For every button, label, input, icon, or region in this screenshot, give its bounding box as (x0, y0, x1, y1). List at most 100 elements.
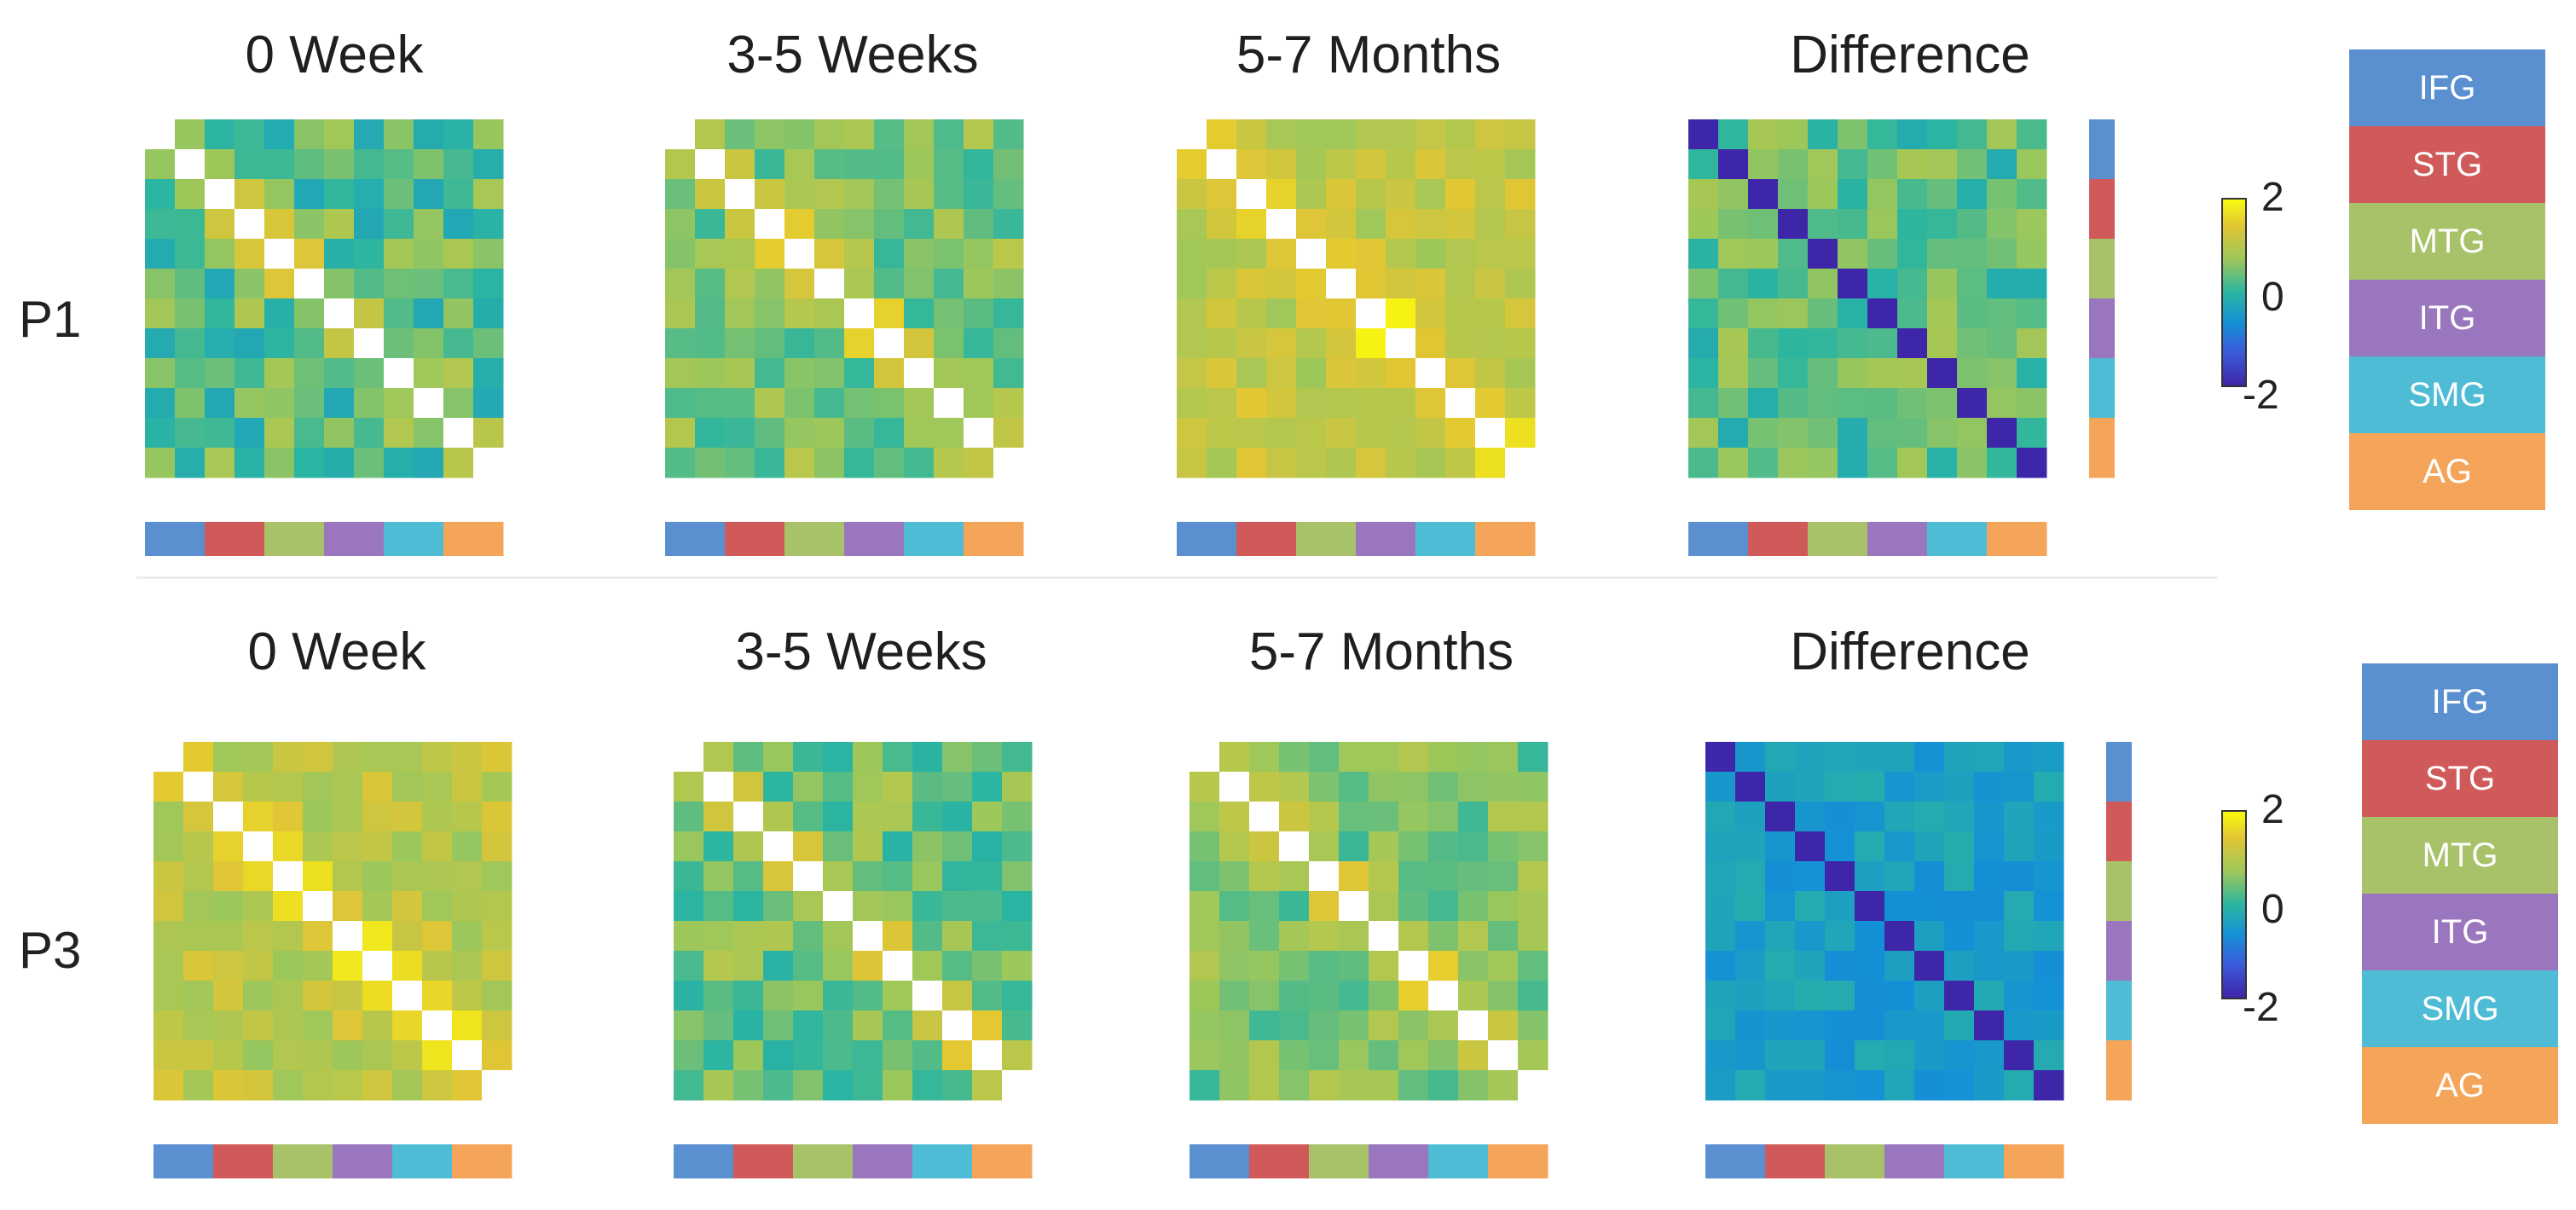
heatmap-cell (482, 861, 512, 892)
heatmap-cell (1974, 981, 2005, 1011)
heatmap-cell (443, 358, 474, 389)
heatmap-cell (1748, 388, 1779, 419)
heatmap-cell (1808, 269, 1838, 299)
heatmap-cell (883, 861, 913, 892)
heatmap-cell (1326, 209, 1357, 240)
region-bar-segment-stg (205, 522, 265, 556)
heatmap-cell (482, 802, 512, 832)
heatmap-cell (1177, 179, 1207, 210)
heatmap-cell (674, 921, 704, 952)
heatmap-cell (422, 1070, 453, 1101)
heatmap-cell (972, 772, 1003, 802)
heatmap-cell (1825, 891, 1855, 922)
heatmap-cell (964, 269, 994, 299)
heatmap-cell (153, 802, 184, 832)
heatmap-cell (2004, 891, 2035, 922)
heatmap-cell (213, 921, 244, 952)
heatmap-cell (1296, 388, 1327, 419)
heatmap-cell (814, 149, 845, 180)
heatmap-cell (1002, 831, 1033, 862)
heatmap-cell (452, 1010, 483, 1041)
heatmap-cell (844, 179, 875, 210)
heatmap-cell (1765, 772, 1796, 802)
heatmap-cell (1326, 239, 1357, 269)
heatmap-cell (1927, 328, 1958, 359)
heatmap-cell (1458, 981, 1489, 1011)
heatmap-cell (964, 448, 994, 478)
region-bar-segment-ag (452, 1144, 512, 1178)
heatmap-cell (784, 448, 815, 478)
heatmap-cell (1219, 1070, 1250, 1101)
heatmap-cell (1778, 179, 1809, 210)
heatmap-cell (303, 861, 333, 892)
heatmap-cell (733, 1040, 764, 1071)
heatmap-cell-diagonal (1884, 921, 1915, 952)
heatmap-cell (823, 921, 854, 952)
heatmap-cell (1219, 981, 1250, 1011)
heatmap-cell (1778, 448, 1809, 478)
heatmap-cell (2004, 772, 2035, 802)
heatmap-cell (1855, 742, 1885, 773)
heatmap-cell (874, 149, 905, 180)
heatmap-cell (1505, 239, 1536, 269)
heatmap-cell (695, 269, 726, 299)
heatmap-cell (1415, 149, 1446, 180)
heatmap-cell (183, 891, 214, 922)
heatmap-cell (1795, 742, 1826, 773)
heatmap-cell (1219, 802, 1250, 832)
heatmap-cell-diagonal (333, 921, 363, 952)
heatmap-cell (1177, 209, 1207, 240)
heatmap-cell (473, 298, 504, 329)
heatmap-p1-3-5-weeks (665, 119, 1024, 556)
heatmap-cell (1475, 239, 1506, 269)
heatmap-cell (1944, 742, 1975, 773)
heatmap-cell (1765, 891, 1796, 922)
heatmap-cell (814, 209, 845, 240)
heatmap-cell (243, 1010, 274, 1041)
heatmap-cell (853, 1040, 883, 1071)
heatmap-cell (853, 861, 883, 892)
heatmap-cell (264, 418, 295, 449)
heatmap-cell (1309, 1070, 1340, 1101)
heatmap-cell (1296, 418, 1327, 449)
heatmap-cell (1705, 1070, 1736, 1101)
heatmap-cell (1944, 802, 1975, 832)
heatmap-cell (1219, 951, 1250, 981)
heatmap-cell (1884, 1010, 1915, 1041)
heatmap-cell-diagonal (482, 1070, 512, 1101)
heatmap-cell (1236, 388, 1267, 419)
heatmap-cell (1838, 239, 1868, 269)
region-bar-segment-mtg (264, 522, 325, 556)
heatmap-cell (674, 951, 704, 981)
heatmap-cell (1914, 1010, 1945, 1041)
heatmap-cell (972, 1070, 1003, 1101)
heatmap-cell (695, 298, 726, 329)
region-bar-segment-stg (1236, 522, 1297, 556)
heatmap-cell (1445, 358, 1476, 389)
heatmap-cell (1944, 1010, 1975, 1041)
heatmap-cell (1458, 1070, 1489, 1101)
heatmap-cell (1735, 891, 1766, 922)
heatmap-cell (1266, 418, 1297, 449)
heatmap-cell (1190, 1070, 1220, 1101)
heatmap-cell-diagonal (1475, 418, 1506, 449)
heatmap-cell (844, 328, 875, 359)
heatmap-cell-diagonal (1356, 298, 1386, 329)
heatmap-cell (1735, 951, 1766, 981)
heatmap-cell (1808, 418, 1838, 449)
heatmap-cell (1249, 1070, 1280, 1101)
heatmap-cell (1279, 861, 1310, 892)
heatmap-cell (1735, 921, 1766, 952)
heatmap-cell-diagonal (452, 1040, 483, 1071)
heatmap-cell (942, 831, 973, 862)
heatmap-cell (1415, 388, 1446, 419)
heatmap-cell (942, 891, 973, 922)
heatmap-cell (1765, 951, 1796, 981)
heatmap-cell (1718, 448, 1749, 478)
region-side-bar-segment-itg (2089, 298, 2115, 359)
heatmap-cell (243, 802, 274, 832)
legend-item-ifg: IFG (2362, 663, 2558, 740)
heatmap-cell (153, 1040, 184, 1071)
heatmap-cell (1266, 119, 1297, 150)
heatmap-cell (883, 1040, 913, 1071)
